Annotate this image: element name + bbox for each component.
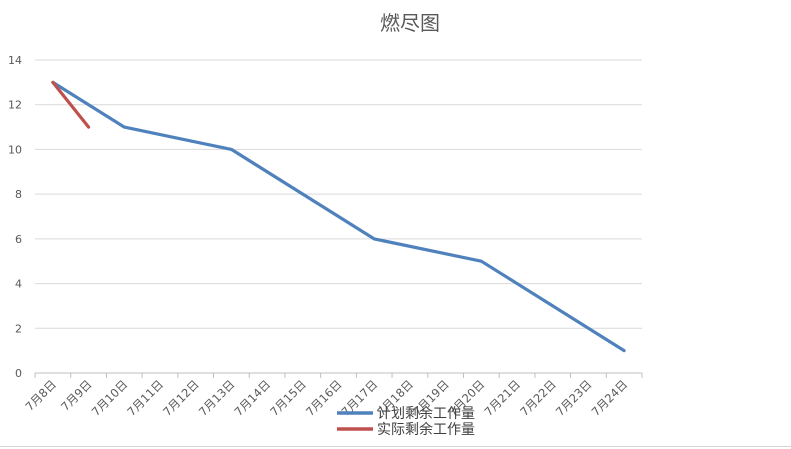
- y-tick-label: 10: [8, 143, 22, 156]
- x-tick-label: 7月15日: [267, 377, 309, 419]
- series-line-0: [51, 80, 626, 353]
- gridlines: [35, 59, 642, 329]
- x-tick-label: 7月22日: [517, 377, 559, 419]
- chart-title: 燃尽图: [380, 11, 440, 35]
- y-tick-label: 0: [15, 367, 22, 380]
- x-tick-label: 7月23日: [553, 377, 595, 419]
- x-tick-label: 7月8日: [22, 377, 59, 414]
- x-tick-label: 7月24日: [589, 377, 631, 419]
- legend-label: 计划剩余工作量: [377, 405, 475, 422]
- x-tick-label: 7月13日: [196, 377, 238, 419]
- x-tick-label: 7月12日: [160, 377, 202, 419]
- y-tick-label: 14: [8, 54, 22, 67]
- x-tick-label: 7月11日: [124, 377, 166, 419]
- series-lines: [51, 80, 626, 353]
- y-tick-label: 8: [15, 188, 22, 201]
- x-tick-label: 7月10日: [89, 377, 131, 419]
- x-axis: 7月8日 7月9日7月10日7月11日7月12日7月13日7月14日7月15日7月…: [22, 372, 643, 419]
- x-tick-label: 7月21日: [481, 377, 523, 419]
- y-axis: 0 2 4 6 8 10 12 14: [8, 54, 22, 380]
- legend-label: 实际剩余工作量: [377, 421, 475, 438]
- x-tick-label: 7月14日: [232, 377, 274, 419]
- y-tick-label: 4: [15, 278, 22, 291]
- series-line-1: [51, 80, 91, 129]
- y-tick-label: 6: [15, 233, 22, 246]
- y-tick-label: 12: [8, 99, 22, 112]
- bottom-divider: [0, 446, 791, 447]
- y-tick-label: 2: [15, 322, 22, 335]
